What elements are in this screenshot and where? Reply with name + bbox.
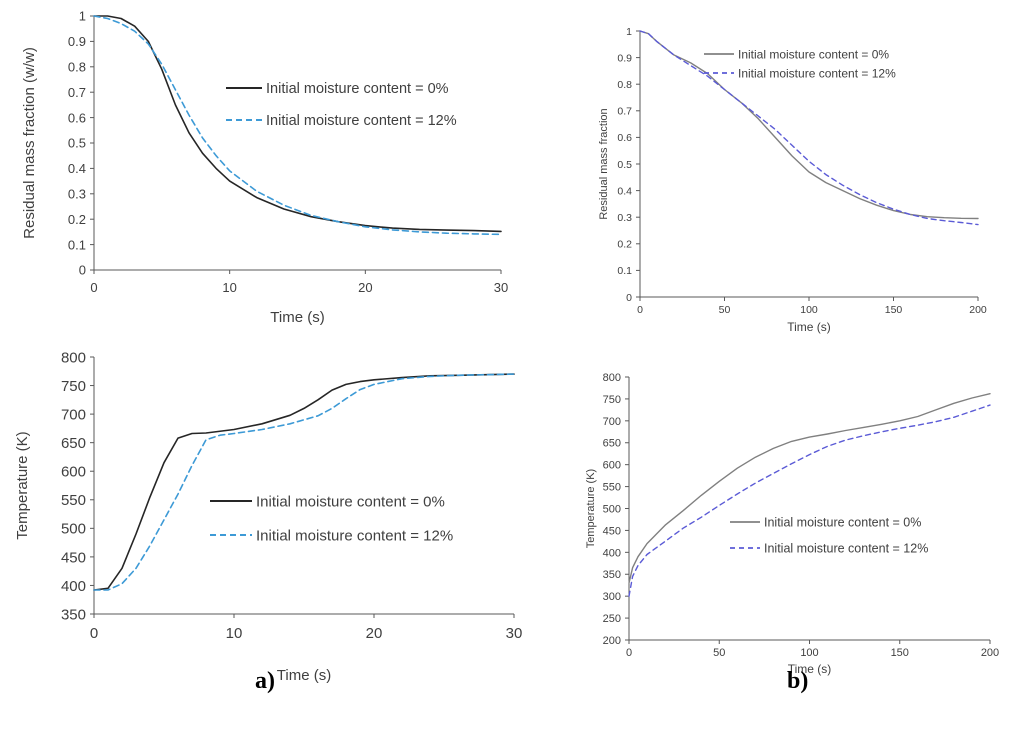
chart-a_mass: 0 10 20 30 0 0.1 0.2 0.3 0.4 0.5 0.6 0.7 0.8 0.9 1 Time… [21,9,508,326]
panel-label-a: a) [255,668,275,694]
x-tick-label: 20 [358,280,372,295]
x-tick-label: 0 [626,647,632,659]
y-tick-label: 0.9 [68,34,86,49]
y-tick-label: 650 [603,438,621,450]
y-tick-label: 550 [61,492,86,509]
y-tick-label: 450 [603,525,621,537]
series-line-moisture-12 [93,373,515,591]
y-tick-label: 0.4 [68,161,86,176]
chart-b_temp: 0 50 100 150 200 200 250 300 350 400 450 500 550 600 6… [585,372,999,676]
x-tick-label: 200 [969,304,987,316]
y-axis-label: Temperature (K) [14,431,31,539]
y-tick-label: 0.3 [617,212,632,224]
x-tick-label: 10 [222,280,236,295]
y-tick-label: 350 [61,606,86,623]
legend-label: Initial moisture content = 12% [266,113,457,129]
y-tick-label: 0 [79,263,86,278]
x-tick-label: 50 [719,304,731,316]
y-tick-label: 0.1 [68,237,86,252]
x-tick-label: 0 [637,304,643,316]
y-tick-label: 0.9 [617,52,632,64]
y-tick-label: 1 [626,26,632,38]
series-line-moisture-12 [628,404,991,597]
x-tick-label: 0 [90,280,97,295]
y-tick-label: 700 [61,407,86,424]
y-axis-label: Temperature (K) [585,469,597,548]
y-tick-label: 800 [61,349,86,366]
y-tick-label: 0.8 [68,59,86,74]
x-tick-label: 150 [885,304,903,316]
series-line-moisture-0 [628,393,991,584]
y-tick-label: 650 [61,435,86,452]
y-tick-label: 0.5 [617,159,632,171]
panel-label-b: b) [787,668,809,694]
y-axis-label: Residual mass fraction (w/w) [21,47,38,239]
y-tick-label: 750 [61,378,86,395]
x-tick-label: 200 [981,647,999,659]
y-tick-label: 0.1 [617,265,632,277]
y-tick-label: 0 [626,292,632,304]
y-tick-label: 500 [603,503,621,515]
y-axis-label: Residual mass fraction [598,108,610,219]
x-axis-label: Time (s) [788,662,832,676]
series-line-moisture-0 [639,30,979,220]
y-tick-label: 500 [61,521,86,538]
y-tick-label: 0.2 [617,239,632,251]
x-tick-label: 10 [226,625,243,642]
x-axis-label: Time (s) [277,667,331,684]
y-tick-label: 0.2 [68,212,86,227]
series-line-moisture-0 [93,373,515,591]
y-tick-label: 200 [603,635,621,647]
y-tick-label: 0.8 [617,79,632,91]
series-line-moisture-0 [93,15,502,233]
legend-label: Initial moisture content = 12% [764,542,928,556]
y-tick-label: 0.6 [617,132,632,144]
y-tick-label: 0.6 [68,110,86,125]
y-tick-label: 600 [61,464,86,481]
legend-label: Initial moisture content = 12% [256,527,453,544]
y-tick-label: 0.7 [617,106,632,118]
chart-b_mass: 0 50 100 150 200 0 0.1 0.2 0.3 0.4 0.5 0.6 0.7 0.8 0.9… [598,26,987,334]
y-tick-label: 350 [603,569,621,581]
legend-label: Initial moisture content = 0% [764,516,921,530]
y-tick-label: 1 [79,9,86,24]
x-tick-label: 150 [891,647,909,659]
x-tick-label: 30 [506,625,523,642]
legend-label: Initial moisture content = 0% [738,47,889,61]
y-tick-label: 600 [603,460,621,472]
y-tick-label: 250 [603,613,621,625]
legend-label: Initial moisture content = 0% [266,81,449,97]
x-tick-label: 100 [800,647,818,659]
legend-label: Initial moisture content = 0% [256,493,445,510]
x-tick-label: 100 [800,304,818,316]
series-line-moisture-12 [639,30,979,226]
chart-a_temp: 0 10 20 30 350 400 450 500 550 600 650 700 750 800 Tim… [14,349,522,684]
y-tick-label: 750 [603,394,621,406]
y-tick-label: 0.7 [68,85,86,100]
y-tick-label: 0.5 [68,136,86,151]
series-line-moisture-12 [93,15,502,236]
y-tick-label: 800 [603,372,621,384]
x-tick-label: 30 [494,280,508,295]
x-axis-label: Time (s) [787,320,831,334]
x-tick-label: 50 [713,647,725,659]
y-tick-label: 550 [603,482,621,494]
y-tick-label: 0.4 [617,185,632,197]
y-tick-label: 300 [603,591,621,603]
x-tick-label: 20 [366,625,383,642]
y-tick-label: 450 [61,549,86,566]
legend-label: Initial moisture content = 12% [738,66,896,80]
y-tick-label: 700 [603,416,621,428]
y-tick-label: 0.3 [68,186,86,201]
y-tick-label: 400 [603,547,621,559]
y-tick-label: 400 [61,578,86,595]
x-axis-label: Time (s) [270,309,324,326]
x-tick-label: 0 [90,625,98,642]
